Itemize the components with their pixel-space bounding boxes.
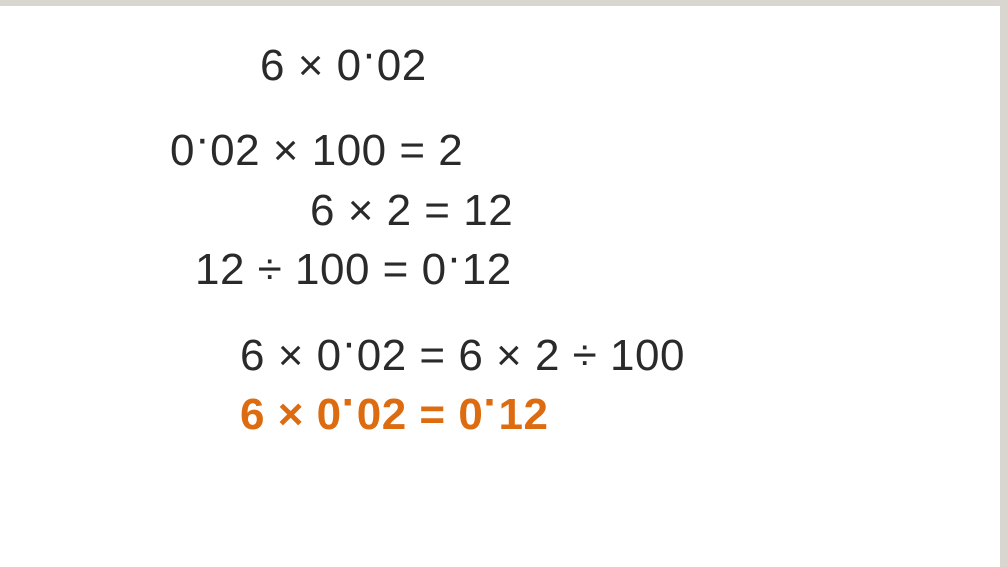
equation-step-2: 6 × 2 = 12	[310, 181, 960, 240]
equation-problem: 6 × 0·02	[260, 36, 960, 95]
equation-stack: 6 × 0·02 0·02 × 100 = 2 6 × 2 = 12 12 ÷ …	[40, 36, 960, 444]
equation-summary: 6 × 0·02 = 6 × 2 ÷ 100	[240, 326, 960, 385]
equation-answer: 6 × 0·02 = 0·12	[240, 385, 960, 444]
equation-step-3: 12 ÷ 100 = 0·12	[195, 240, 960, 299]
equation-step-1: 0·02 × 100 = 2	[170, 121, 960, 180]
math-panel: 6 × 0·02 0·02 × 100 = 2 6 × 2 = 12 12 ÷ …	[0, 6, 1000, 567]
